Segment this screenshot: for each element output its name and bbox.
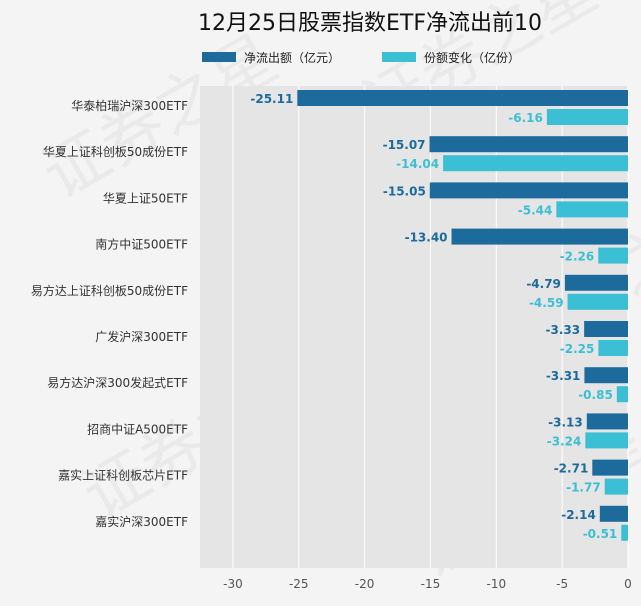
category-label: 招商中证A500ETF: [87, 421, 188, 436]
bar-share-change: [616, 386, 628, 403]
bar-net-outflow: [429, 182, 628, 199]
data-label: -2.14: [561, 508, 596, 522]
bar-net-outflow: [599, 505, 628, 522]
bar-share-change: [598, 340, 628, 356]
x-tick-label: -25: [289, 577, 309, 591]
data-label: -15.07: [383, 138, 426, 152]
category-label: 华泰柏瑞沪深300ETF: [71, 98, 188, 113]
bar-share-change: [556, 201, 628, 218]
data-label: -13.40: [405, 231, 448, 245]
data-label: -2.71: [554, 462, 589, 476]
bar-share-change: [443, 155, 628, 172]
legend-swatch: [202, 52, 236, 62]
bar-share-change: [546, 109, 628, 125]
data-label: -0.51: [583, 527, 618, 541]
data-label: -3.33: [546, 323, 581, 337]
data-label: -6.16: [508, 111, 543, 125]
category-label: 易方达上证科创板50成份ETF: [31, 283, 188, 298]
legend-label: 份额变化（亿份）: [424, 50, 520, 65]
bar-share-change: [621, 524, 628, 541]
bar-net-outflow: [429, 136, 628, 153]
x-tick-label: -5: [556, 577, 568, 591]
category-label: 华夏上证50ETF: [103, 191, 188, 205]
data-label: -4.59: [529, 296, 564, 310]
data-label: -25.11: [250, 92, 293, 106]
data-label: -0.85: [578, 388, 613, 402]
x-axis-ticks: -30 -25 -20 -15 -10 -5 0: [223, 577, 632, 591]
x-tick-label: -10: [487, 577, 507, 591]
x-tick-label: -15: [421, 577, 441, 591]
legend: 净流出额（亿元） 份额变化（亿份）: [202, 50, 520, 65]
data-label: -15.05: [383, 184, 426, 198]
data-label: -4.79: [526, 277, 561, 291]
bar-net-outflow: [592, 459, 628, 476]
data-label: -3.13: [548, 415, 583, 429]
bar-net-outflow: [584, 367, 628, 384]
bars: -25.11 -6.16 -15.07 -14.04 -15.05 -5.44 -13.40…: [250, 90, 628, 541]
data-label: -1.77: [566, 481, 601, 495]
data-label: -2.26: [560, 250, 595, 264]
bar-share-change: [604, 478, 628, 495]
category-label: 嘉实上证科创板芯片ETF: [58, 468, 188, 483]
bar-net-outflow: [564, 274, 628, 291]
bar-share-change: [598, 247, 628, 264]
bar-net-outflow: [584, 321, 628, 337]
category-label: 华夏上证科创板50成份ETF: [43, 145, 188, 159]
category-label: 南方中证500ETF: [95, 237, 188, 252]
bar-share-change: [567, 293, 628, 310]
x-tick-label: -30: [223, 577, 243, 591]
x-tick-label: 0: [624, 577, 632, 591]
bar-net-outflow: [451, 228, 628, 245]
chart-title: 12月25日股票指数ETF净流出前10: [198, 11, 542, 36]
bar-share-change: [585, 432, 628, 449]
bar-net-outflow: [297, 90, 628, 106]
data-label: -3.24: [547, 434, 582, 448]
data-label: -3.31: [546, 369, 581, 383]
data-label: -5.44: [518, 203, 553, 217]
data-label: -14.04: [396, 157, 439, 171]
category-labels: 华泰柏瑞沪深300ETF 华夏上证科创板50成份ETF 华夏上证50ETF 南方中证5…: [31, 98, 188, 529]
x-tick-label: -20: [355, 577, 375, 591]
category-label: 广发沪深300ETF: [95, 329, 188, 344]
legend-label: 净流出额（亿元）: [244, 50, 340, 65]
data-label: -2.25: [560, 342, 595, 356]
category-label: 易方达沪深300发起式ETF: [47, 375, 188, 390]
bar-net-outflow: [586, 413, 628, 430]
category-label: 嘉实沪深300ETF: [95, 514, 188, 529]
legend-swatch: [382, 52, 416, 62]
